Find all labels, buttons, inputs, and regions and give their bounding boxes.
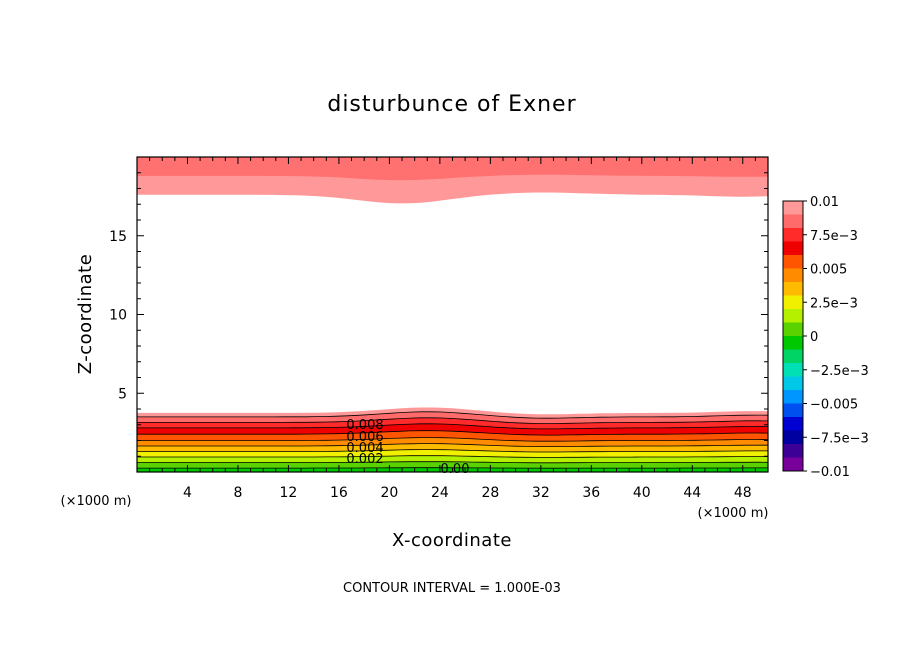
- colorbar-label: 2.5e−3: [810, 296, 858, 311]
- contour-label: 0.008: [346, 418, 383, 433]
- colorbar-label: 0: [810, 330, 818, 345]
- x-axis-ticks: 4 8 12 16 20 24 28 32 36 40 44 48: [149, 157, 756, 501]
- colorbar-swatch: [783, 403, 803, 418]
- colorbar-swatch: [783, 322, 803, 337]
- contour-label: 0.00: [441, 462, 470, 477]
- contour-interval-note: CONTOUR INTERVAL = 1.000E-03: [343, 581, 561, 596]
- contour-line-6: [137, 443, 768, 447]
- contour-lines: [137, 411, 769, 469]
- x-tick-label: 4: [183, 485, 192, 501]
- colorbar-swatch: [783, 282, 803, 296]
- x-tick-label: 44: [683, 485, 701, 501]
- x-tick-label: 24: [431, 485, 449, 501]
- y-unit-label: (×1000 m): [61, 494, 132, 509]
- colorbar-swatch: [783, 268, 803, 283]
- colorbar-label: −0.005: [810, 398, 858, 413]
- colorbar-label: −7.5e−3: [810, 431, 869, 446]
- colorbar-label: −2.5e−3: [810, 364, 869, 379]
- contour-line-7: [137, 449, 768, 453]
- colorbar-swatch: [783, 430, 803, 445]
- colorbar-label: 0.01: [810, 195, 839, 210]
- x-tick-label: 12: [280, 485, 298, 501]
- y-tick-label: 15: [109, 229, 127, 245]
- colorbar: 0.01 7.5e−3 0.005 2.5e−3 0 −2.5e−3 −0.005 −7.5e…: [782, 195, 869, 480]
- colorbar-label: 7.5e−3: [810, 229, 858, 244]
- colorbar-label: 0.005: [810, 263, 847, 278]
- colorbar-swatch: [783, 201, 803, 215]
- contour-label: 0.002: [346, 452, 383, 467]
- contour-line-1: [137, 411, 769, 419]
- x-tick-label: 8: [233, 485, 242, 501]
- contour-line-2: [137, 417, 769, 425]
- colorbar-swatch: [783, 309, 803, 323]
- x-tick-label: 40: [633, 485, 651, 501]
- chart-title: disturbunce of Exner: [327, 92, 576, 117]
- colorbar-swatch: [783, 336, 803, 350]
- colorbar-swatch: [783, 228, 803, 242]
- y-tick-label: 10: [109, 308, 127, 324]
- x-tick-label: 20: [380, 485, 398, 501]
- x-tick-label: 28: [481, 485, 499, 501]
- colorbar-swatch: [783, 444, 803, 458]
- colorbar-swatch: [783, 255, 803, 269]
- colorbar-swatch: [783, 295, 803, 310]
- y-axis-ticks: 5 10 15: [109, 172, 768, 457]
- colorbar-swatch: [783, 349, 803, 364]
- contour-line-3: [137, 423, 769, 430]
- colorbar-swatch: [783, 457, 803, 472]
- contour-label: 0.006: [346, 430, 383, 445]
- y-tick-label: 5: [118, 386, 127, 402]
- contour-label: 0.004: [346, 441, 383, 456]
- y-axis-label: Z-coordinate: [75, 254, 96, 375]
- x-axis-label: X-coordinate: [392, 530, 512, 551]
- x-tick-label: 16: [330, 485, 348, 501]
- contour-line-5: [137, 437, 769, 442]
- colorbar-swatch: [783, 417, 803, 431]
- colorbar-swatch: [783, 363, 803, 377]
- colorbar-label: −0.01: [810, 465, 850, 480]
- colorbar-swatch: [783, 241, 803, 256]
- colorbar-swatch: [783, 376, 803, 391]
- x-unit-label: (×1000 m): [698, 506, 769, 521]
- x-tick-label: 32: [532, 485, 550, 501]
- x-tick-label: 48: [734, 485, 752, 501]
- contour-line-8: [137, 455, 768, 458]
- colorbar-swatch: [783, 390, 803, 404]
- contour-line-10: [137, 467, 768, 469]
- colorbar-swatch: [783, 214, 803, 229]
- top-contour-band-1: [137, 157, 768, 181]
- x-tick-label: 36: [582, 485, 600, 501]
- contour-line-4: [137, 430, 769, 436]
- contour-line-9: [137, 461, 769, 464]
